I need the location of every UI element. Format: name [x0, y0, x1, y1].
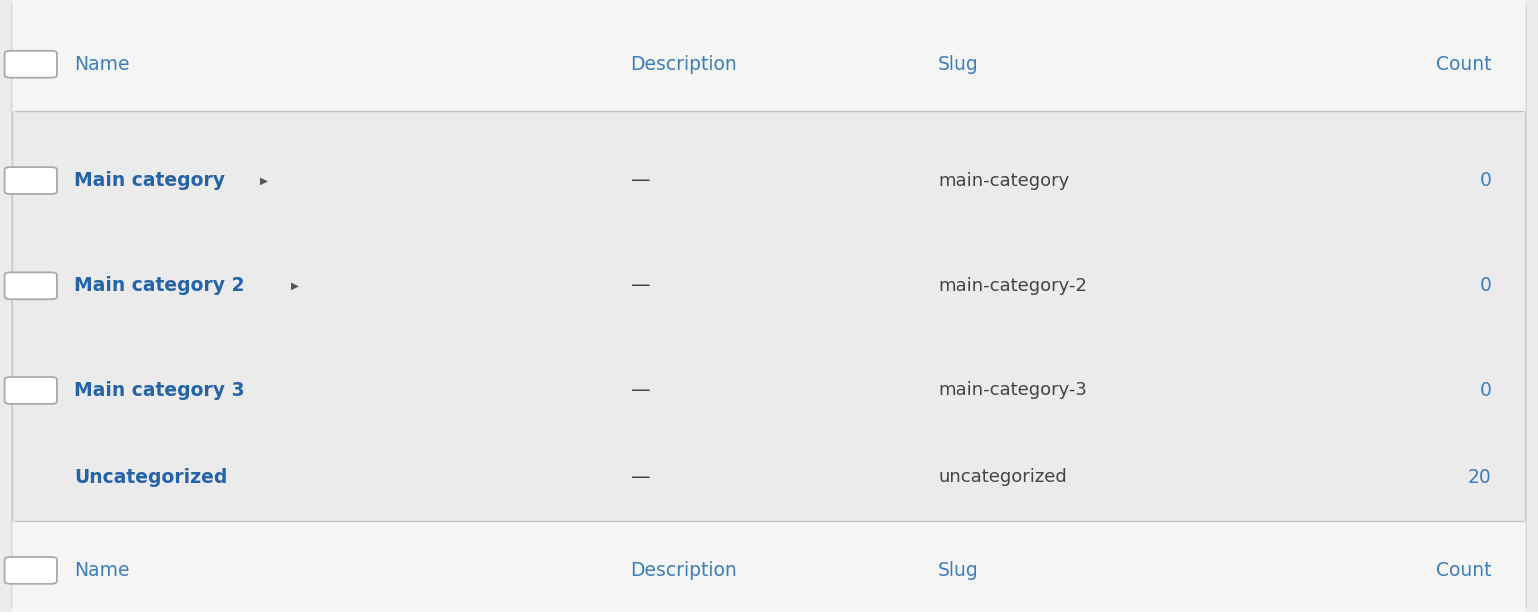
Text: Main category 3: Main category 3: [74, 381, 245, 400]
Text: 0: 0: [1480, 276, 1492, 296]
Text: Name: Name: [74, 54, 129, 74]
Text: Uncategorized: Uncategorized: [74, 468, 228, 487]
Text: ▶: ▶: [260, 176, 268, 185]
Text: Description: Description: [631, 54, 737, 74]
Text: —: —: [631, 171, 651, 190]
Text: Description: Description: [631, 561, 737, 580]
FancyBboxPatch shape: [5, 272, 57, 299]
FancyBboxPatch shape: [5, 51, 57, 78]
Text: Main category: Main category: [74, 171, 225, 190]
Text: Slug: Slug: [938, 561, 978, 580]
FancyBboxPatch shape: [5, 557, 57, 584]
Text: main-category-2: main-category-2: [938, 277, 1087, 295]
Text: Main category 2: Main category 2: [74, 276, 245, 296]
Text: main-category: main-category: [938, 171, 1069, 190]
Text: Count: Count: [1436, 54, 1492, 74]
Text: uncategorized: uncategorized: [938, 468, 1067, 487]
Text: Slug: Slug: [938, 54, 978, 74]
Text: —: —: [631, 381, 651, 400]
FancyBboxPatch shape: [5, 377, 57, 404]
FancyBboxPatch shape: [12, 521, 1526, 612]
Text: Count: Count: [1436, 561, 1492, 580]
Text: 20: 20: [1469, 468, 1492, 487]
Text: —: —: [631, 276, 651, 296]
FancyBboxPatch shape: [5, 167, 57, 194]
Text: 0: 0: [1480, 171, 1492, 190]
Text: ▶: ▶: [291, 281, 298, 291]
FancyBboxPatch shape: [12, 0, 1526, 111]
Text: Name: Name: [74, 561, 129, 580]
FancyBboxPatch shape: [12, 5, 1526, 607]
Text: main-category-3: main-category-3: [938, 381, 1087, 400]
Text: 0: 0: [1480, 381, 1492, 400]
Text: —: —: [631, 468, 651, 487]
